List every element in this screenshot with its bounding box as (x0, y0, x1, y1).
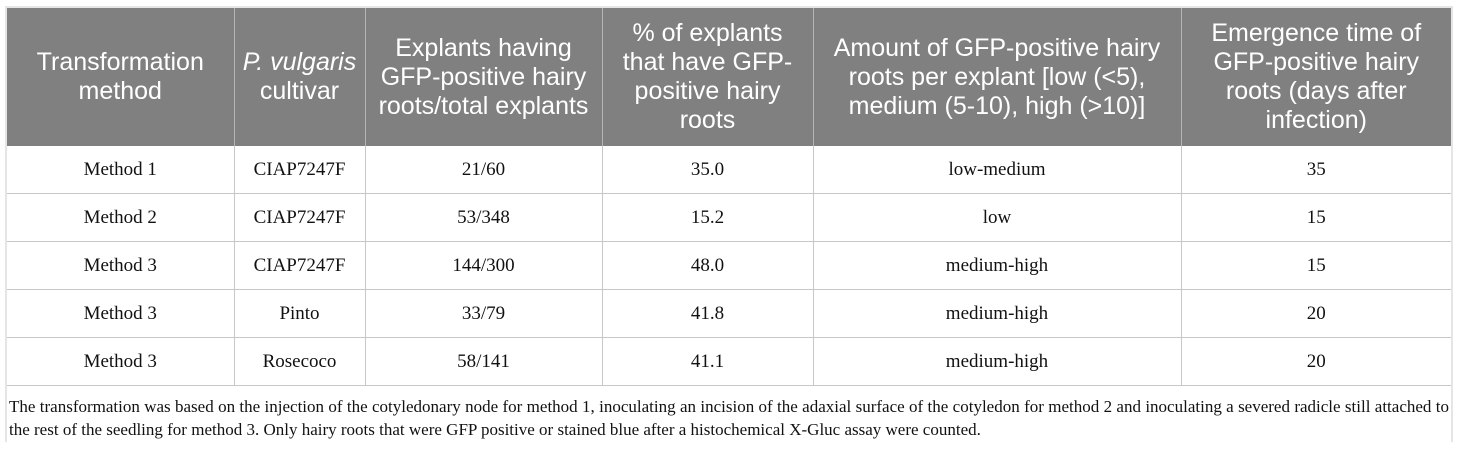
cell-amount: low-medium (812, 146, 1181, 194)
table-header: Transformation method P. vulgaris cultiv… (7, 8, 1451, 146)
cell-method: Method 3 (7, 241, 234, 290)
header-emergence: Emergence time of GFP-positive hairy roo… (1180, 8, 1451, 146)
cell-method: Method 3 (7, 337, 234, 386)
table-container: Transformation method P. vulgaris cultiv… (7, 8, 1451, 446)
cell-ratio: 58/141 (364, 337, 602, 386)
cell-cultivar: CIAP7247F (233, 146, 365, 194)
cell-ratio: 144/300 (364, 241, 602, 290)
cell-percent: 15.2 (601, 193, 813, 242)
table-body: Method 1 CIAP7247F 21/60 35.0 low-medium… (7, 146, 1451, 386)
cell-days: 35 (1180, 146, 1451, 194)
cell-days: 20 (1180, 289, 1451, 338)
cell-method: Method 3 (7, 289, 234, 338)
header-transformation-method: Transformation method (7, 8, 234, 146)
header-cultivar-species: P. vulgaris (242, 48, 357, 76)
cell-percent: 41.8 (601, 289, 813, 338)
cell-amount: medium-high (812, 241, 1181, 290)
cell-ratio: 33/79 (364, 289, 602, 338)
table-footnote: The transformation was based on the inje… (7, 386, 1451, 446)
cell-method: Method 1 (7, 146, 234, 194)
cell-percent: 35.0 (601, 146, 813, 194)
cell-ratio: 21/60 (364, 146, 602, 194)
cell-cultivar: Rosecoco (233, 337, 365, 386)
table-frame: Transformation method P. vulgaris cultiv… (5, 6, 1453, 446)
cell-percent: 48.0 (601, 241, 813, 290)
cell-cultivar: CIAP7247F (233, 193, 365, 242)
header-percent: % of explants that have GFP-positive hai… (601, 8, 813, 146)
cell-cultivar: CIAP7247F (233, 241, 365, 290)
cell-amount: medium-high (812, 289, 1181, 338)
header-row: Transformation method P. vulgaris cultiv… (7, 8, 1451, 146)
cell-ratio: 53/348 (364, 193, 602, 242)
header-amount: Amount of GFP-positive hairy roots per e… (812, 8, 1181, 146)
table-row: Method 3 CIAP7247F 144/300 48.0 medium-h… (7, 241, 1451, 290)
table-row: Method 1 CIAP7247F 21/60 35.0 low-medium… (7, 146, 1451, 194)
cell-percent: 41.1 (601, 337, 813, 386)
cell-days: 15 (1180, 193, 1451, 242)
table-row: Method 3 Pinto 33/79 41.8 medium-high 20 (7, 289, 1451, 338)
results-table: Transformation method P. vulgaris cultiv… (7, 8, 1451, 386)
cell-amount: medium-high (812, 337, 1181, 386)
cell-amount: low (812, 193, 1181, 242)
cell-days: 15 (1180, 241, 1451, 290)
header-explants-ratio: Explants having GFP-positive hairy roots… (364, 8, 602, 146)
cell-cultivar: Pinto (233, 289, 365, 338)
cell-days: 20 (1180, 337, 1451, 386)
header-cultivar-label: cultivar (259, 77, 340, 105)
cell-method: Method 2 (7, 193, 234, 242)
table-row: Method 2 CIAP7247F 53/348 15.2 low 15 (7, 193, 1451, 242)
header-cultivar: P. vulgaris cultivar (233, 8, 365, 146)
table-row: Method 3 Rosecoco 58/141 41.1 medium-hig… (7, 337, 1451, 386)
